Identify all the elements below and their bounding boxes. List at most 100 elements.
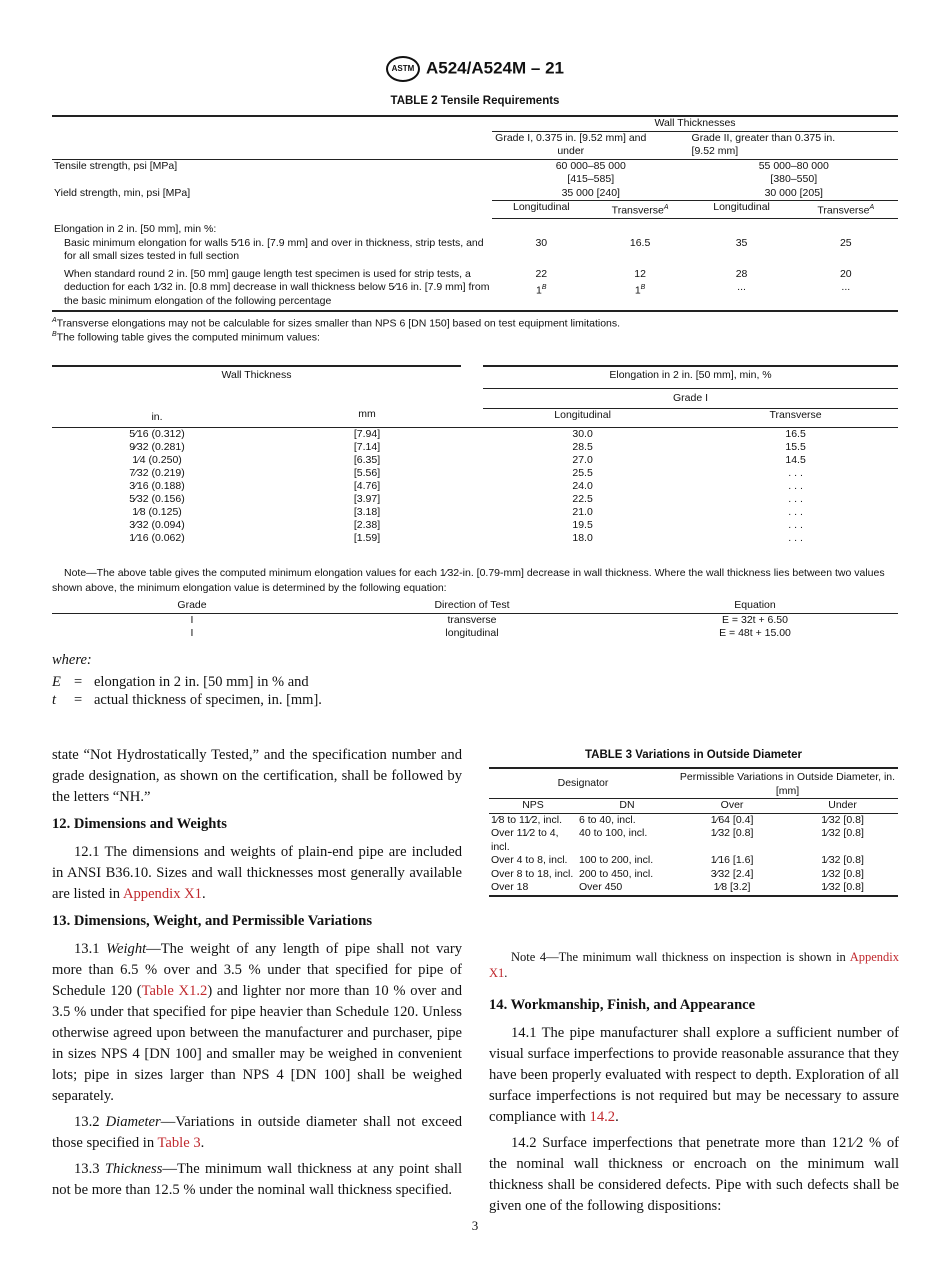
cell: [5.56] [353, 467, 381, 479]
paragraph-13-3: 13.3 Thickness—The minimum wall thicknes… [52, 1161, 463, 1198]
cell: . . . [788, 493, 803, 505]
cell: [6.35] [353, 454, 381, 466]
col-header: Grade I [461, 388, 898, 409]
cell: [3.18] [353, 506, 381, 518]
cell: [380–550] [770, 173, 818, 185]
cell: . . . [788, 506, 803, 518]
cell: 60 000–85 000 [555, 159, 626, 172]
col-header: Longitudinal [554, 408, 611, 421]
col-header: Designator [557, 776, 609, 789]
astm-logo: ASTM [386, 56, 420, 82]
table-row: 1⁄16 (0.062) [1.59] 18.0 . . . [52, 532, 898, 545]
cell: 1⁄32 [0.8] [710, 827, 754, 839]
col-header: in. [151, 411, 163, 423]
cell: 25 [839, 236, 852, 249]
cell: 55 000–80 000 [758, 159, 829, 172]
right-column: Note 4—The minimum wall thickness on ins… [489, 949, 899, 1222]
table-3-link[interactable]: Table 3 [157, 1135, 201, 1151]
cell: [415–585] [567, 173, 615, 185]
grade2-header: Grade II, greater than 0.375 in. [9.52 m… [691, 131, 836, 158]
cell: 3⁄16 (0.188) [129, 480, 185, 492]
section-14-2-link[interactable]: 14.2 [589, 1109, 616, 1125]
cell: I [190, 613, 194, 626]
col-header: Under [828, 799, 857, 811]
col-header: Longitudinal [492, 200, 591, 219]
cell: [1.59] [353, 532, 381, 544]
table-row: 1⁄8 (0.125) [3.18] 21.0 . . . [52, 506, 898, 519]
cell: 22 1B [535, 267, 548, 297]
row-label: Yield strength, min, psi [MPa] [54, 186, 191, 199]
cell: 7⁄32 (0.219) [129, 467, 185, 479]
cell: 1⁄32 [0.8] [821, 813, 864, 826]
cell: 3⁄32 [2.4] [710, 867, 754, 880]
table-row: 3⁄32 (0.094) [2.38] 19.5 . . . [52, 519, 898, 532]
where-label: where: [52, 652, 92, 668]
table-row: Over 8 to 18, incl. 200 to 450, incl. 3⁄32… [489, 868, 898, 882]
paragraph-13-1: 13.1 Weight—The weight of any length of … [52, 941, 462, 1104]
col-header: TransverseA [793, 200, 898, 219]
definition: t = actual thickness of specimen, in. [mm]… [52, 692, 322, 708]
cell: 1⁄8 (0.125) [132, 506, 182, 518]
cell: [3.97] [353, 493, 381, 505]
cell: transverse [447, 613, 497, 626]
cell: 6 to 40, incl. [579, 813, 636, 826]
table-x1-2-link[interactable]: Table X1.2 [141, 983, 208, 999]
row-label: Elongation in 2 in. [50 mm], min %: [54, 223, 217, 235]
cell: 30 [535, 236, 548, 249]
page-header: ASTM A524/A524M – 21 [0, 56, 950, 82]
cell: 1⁄32 [0.8] [821, 827, 864, 839]
footnote-a: ATransverse elongations may not be calcu… [52, 317, 621, 330]
table-row: Over 11⁄2 to 4, incl. 40 to 100, incl. 1⁄3… [489, 827, 898, 854]
cell: 25.5 [572, 467, 593, 479]
cell: 1⁄8 to 11⁄2, incl. [491, 813, 563, 826]
cell: . . . [788, 467, 803, 479]
page-number: 3 [471, 1218, 479, 1233]
cell: 19.5 [572, 519, 593, 531]
cell: 1⁄32 [0.8] [821, 854, 864, 866]
cell: 1⁄16 (0.062) [129, 532, 185, 544]
table-row: 9⁄32 (0.281) [7.14] 28.5 15.5 [52, 441, 898, 454]
col-header: Permissible Variations in Outside Diamet… [679, 771, 896, 797]
cell: 3⁄32 (0.094) [129, 519, 185, 531]
cell: 22.5 [572, 493, 593, 505]
cell: 200 to 450, incl. [579, 867, 654, 880]
cell: 30.0 [572, 428, 593, 440]
where-definitions: E = elongation in 2 in. [50 mm] in % and t… [52, 673, 322, 709]
table2: Wall Thicknesses Grade I, 0.375 in. [9.5… [52, 115, 898, 312]
cell: I [190, 627, 194, 639]
cell: Over 450 [579, 881, 623, 893]
note-4: Note 4—The minimum wall thickness on ins… [489, 950, 899, 980]
cell: 16.5 [629, 236, 651, 249]
col-header: Wall Thickness [221, 369, 292, 381]
group-header: Wall Thicknesses [492, 116, 898, 132]
cell: 27.0 [572, 454, 593, 466]
cell: 28... [735, 267, 748, 294]
section-heading-12: 12. Dimensions and Weights [52, 816, 227, 832]
table3: Designator Permissible Variations in Outs… [489, 767, 898, 897]
col-header: Elongation in 2 in. [50 mm], min, % [461, 366, 898, 389]
cell: 30 000 [205] [764, 186, 823, 199]
cell: 12 1B [634, 267, 646, 297]
col-header: Grade [177, 599, 207, 611]
appendix-x1-link[interactable]: Appendix X1 [489, 950, 899, 980]
row-label: When standard round 2 in. [50 mm] gauge … [64, 267, 490, 307]
table-row: 3⁄16 (0.188) [4.76] 24.0 . . . [52, 480, 898, 493]
cell: [7.14] [353, 441, 381, 453]
cell: 18.0 [572, 532, 593, 544]
cell: 28.5 [572, 441, 593, 453]
table-row: 1⁄4 (0.250) [6.35] 27.0 14.5 [52, 454, 898, 467]
cell: 1⁄8 [3.2] [713, 881, 751, 893]
col-header: Direction of Test [434, 599, 510, 611]
appendix-x1-link[interactable]: Appendix X1 [122, 886, 202, 902]
cell: 100 to 200, incl. [579, 854, 654, 866]
section-heading-13: 13. Dimensions, Weight, and Permissible … [52, 913, 373, 929]
paragraph-14-2: 14.2 Surface imperfections that penetrat… [489, 1135, 899, 1214]
cell: 5⁄32 (0.156) [129, 493, 185, 505]
table3-title: TABLE 3 Variations in Outside Diameter [584, 749, 803, 761]
cell: 5⁄16 (0.312) [129, 428, 185, 440]
cell: . . . [788, 480, 803, 492]
cell: 40 to 100, incl. [579, 827, 648, 839]
cell: 1⁄64 [0.4] [710, 813, 754, 826]
section-heading-14: 14. Workmanship, Finish, and Appearance [489, 997, 756, 1013]
